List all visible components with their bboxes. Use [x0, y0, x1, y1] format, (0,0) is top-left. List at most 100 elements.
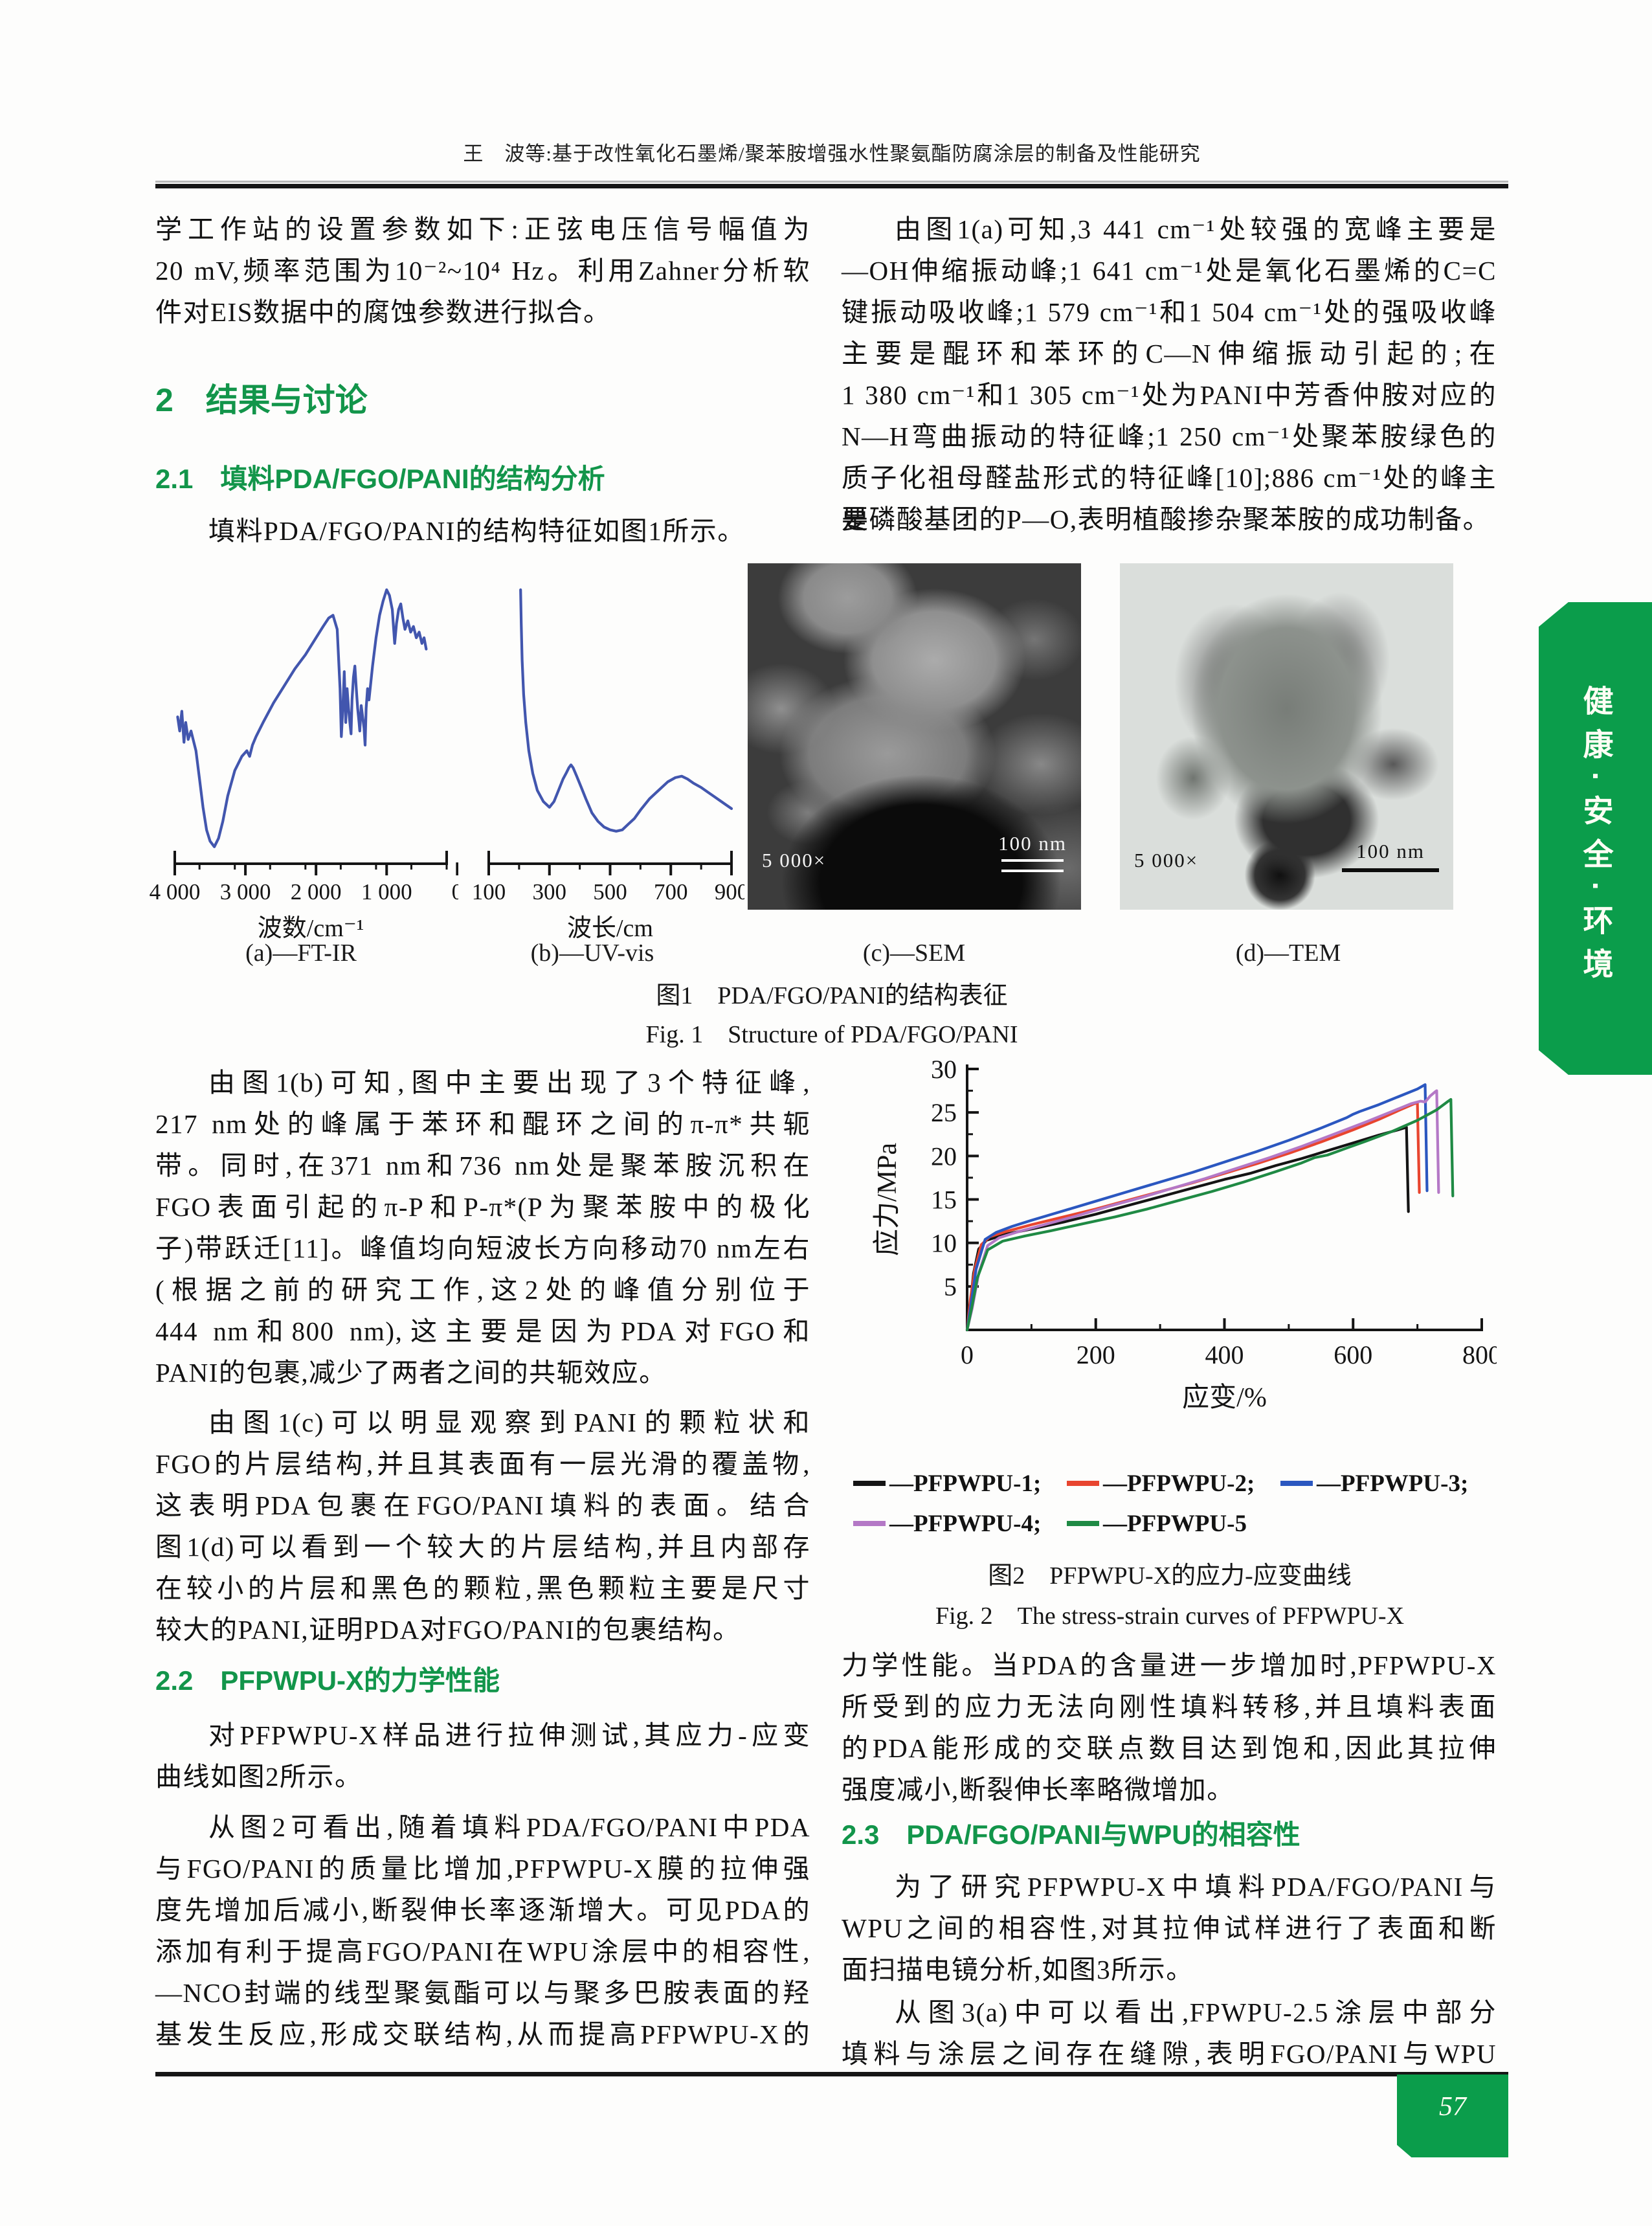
svg-text:10: 10 [931, 1229, 957, 1258]
body-line: 件对EIS数据中的腐蚀参数进行拟合。 [155, 297, 611, 327]
svg-text:100: 100 [472, 879, 506, 905]
svg-text:900: 900 [715, 879, 744, 905]
body-line: 217 nm处的峰属于苯环和醌环之间的π-π*共轭 [155, 1109, 810, 1139]
section-heading-2-1: 2.1 填料PDA/FGO/PANI的结构分析 [155, 464, 605, 494]
body-line: WPU之间的相容性,对其拉伸试样进行了表面和断 [842, 1913, 1497, 1943]
body-line: 添加有利于提高FGO/PANI在WPU涂层中的相容性, [155, 1937, 810, 1966]
svg-text:800: 800 [1462, 1340, 1497, 1369]
svg-text:600: 600 [1334, 1340, 1372, 1369]
body-line: 在较小的片层和黑色的颗粒,黑色颗粒主要是尺寸 [155, 1573, 810, 1603]
svg-text:25: 25 [931, 1098, 957, 1127]
body-line: 从图3(a)中可以看出,FPWPU-2.5涂层中部分 [895, 1997, 1497, 2027]
body-line: 图1(d)可以看到一个较大的片层结构,并且内部存 [155, 1532, 810, 1562]
body-line: 由图1(b)可知,图中主要出现了3个特征峰, [208, 1068, 810, 1097]
svg-text:4 000: 4 000 [150, 879, 201, 905]
body-line: 质子化祖母醛盐形式的特征峰[10];886 cm⁻¹处的峰主要 [842, 463, 1497, 534]
body-line: 力学性能。当PDA的含量进一步增加时,PFPWPU-X [842, 1650, 1497, 1680]
section-heading-2-3: 2.3 PDA/FGO/PANI与WPU的相容性 [842, 1819, 1300, 1850]
svg-text:200: 200 [1077, 1340, 1115, 1369]
body-line: 带。同时,在371 nm和736 nm处是聚苯胺沉积在 [155, 1151, 810, 1180]
body-line: 面扫描电镜分析,如图3所示。 [842, 1955, 1194, 1984]
legend-item-pfpwpu-4: —PFPWPU-4; [853, 1509, 1041, 1538]
svg-text:300: 300 [533, 879, 567, 905]
body-line: 强度减小,断裂伸长率略微增加。 [842, 1775, 1234, 1804]
tem-scale-bar [1342, 868, 1439, 872]
legend-label: —PFPWPU-1; [889, 1470, 1042, 1497]
body-line: 与FGO/PANI的质量比增加,PFPWPU-X膜的拉伸强 [155, 1854, 810, 1883]
svg-text:3 000: 3 000 [220, 879, 271, 905]
tem-scale-text: 100 nm [1356, 840, 1425, 862]
legend-item-pfpwpu-1: —PFPWPU-1; [853, 1468, 1041, 1498]
legend-label: —PFPWPU-3; [1317, 1470, 1469, 1497]
tem-micrograph: 5 000× 100 nm [1120, 563, 1453, 910]
section-heading-2-2: 2.2 PFPWPU-X的力学性能 [155, 1665, 500, 1696]
svg-text:2 000: 2 000 [291, 879, 342, 905]
ftir-chart: 4 000 3 000 2 000 1 000 0 波数/cm⁻¹ [150, 588, 458, 942]
body-line: 由图1(c)可以明显观察到PANI的颗粒状和 [208, 1408, 810, 1437]
legend-label: —PFPWPU-4; [889, 1510, 1042, 1537]
legend-label: —PFPWPU-2; [1103, 1470, 1255, 1497]
body-line: 曲线如图2所示。 [155, 1762, 363, 1792]
sem-scale-label: 100 nm [998, 832, 1067, 872]
body-line: 填料PDA/FGO/PANI的结构特征如图1所示。 [208, 516, 745, 546]
header-rule-light [155, 181, 1508, 183]
figure1d-label: (d)—TEM [1235, 939, 1341, 967]
figure1-caption-cn: 图1 PDA/FGO/PANI的结构表征 [656, 982, 1008, 1009]
body-line: —OH伸缩振动峰;1 641 cm⁻¹处是氧化石墨烯的C=C [842, 256, 1497, 286]
body-line: 的PDA能形成的交联点数目达到饱和,因此其拉伸 [842, 1733, 1497, 1763]
svg-text:应力/MPa: 应力/MPa [872, 1143, 902, 1256]
body-line: (根据之前的研究工作,这2处的峰值分别位于 [155, 1275, 810, 1305]
body-line: N—H弯曲振动的特征峰;1 250 cm⁻¹处聚苯胺绿色的 [842, 422, 1497, 451]
figure1c-label: (c)—SEM [862, 939, 966, 967]
svg-text:波数/cm⁻¹: 波数/cm⁻¹ [258, 915, 364, 942]
legend-swatch-green [1067, 1521, 1099, 1526]
body-line: 1 380 cm⁻¹和1 305 cm⁻¹处为PANI中芳香仲胺对应的 [842, 380, 1497, 410]
hse-side-banner: 健康·安全·环境 [1539, 602, 1652, 1075]
section-heading-2: 2 结果与讨论 [155, 382, 368, 418]
body-line: 这表明PDA包裹在FGO/PANI填料的表面。结合 [155, 1490, 810, 1520]
body-line: FGO表面引起的π-P和P-π*(P为聚苯胺中的极化 [155, 1192, 810, 1222]
figure1a-label: (a)—FT-IR [245, 939, 357, 967]
svg-text:400: 400 [1205, 1340, 1244, 1369]
hse-banner-text: 健康·安全·环境 [1578, 685, 1613, 992]
body-line: 是磷酸基团的P—O,表明植酸掺杂聚苯胺的成功制备。 [842, 504, 1491, 534]
svg-text:700: 700 [654, 879, 688, 905]
svg-text:30: 30 [931, 1055, 957, 1084]
body-line: 为了研究PFPWPU-X中填料PDA/FGO/PANI与 [895, 1872, 1497, 1902]
stress-strain-chart: 0 200 400 600 800 5 10 15 20 25 30 应变/% 应力/MPa [872, 1055, 1497, 1413]
legend-swatch-blue [1280, 1481, 1313, 1486]
sem-magnification-label: 5 000× [762, 849, 827, 871]
sem-micrograph: 5 000× 100 nm [748, 563, 1081, 910]
legend-item-pfpwpu-2: —PFPWPU-2; [1067, 1468, 1255, 1498]
figure1-caption-en: Fig. 1 Structure of PDA/FGO/PANI [645, 1021, 1018, 1048]
legend-label: —PFPWPU-5 [1103, 1510, 1247, 1537]
body-line: —NCO封端的线型聚氨酯可以与聚多巴胺表面的羟 [155, 1978, 810, 2008]
svg-text:15: 15 [931, 1186, 957, 1215]
figure2-caption-cn: 图2 PFPWPU-X的应力-应变曲线 [988, 1562, 1352, 1590]
body-line: 所受到的应力无法向刚性填料转移,并且填料表面 [842, 1692, 1497, 1722]
page-number-badge: 57 [1397, 2074, 1508, 2157]
svg-text:1 000: 1 000 [361, 879, 412, 905]
svg-text:0: 0 [452, 879, 458, 905]
svg-text:20: 20 [931, 1141, 957, 1171]
sem-scale-text: 100 nm [998, 832, 1067, 855]
page-number: 57 [1439, 2092, 1466, 2122]
uvvis-chart: 100 300 500 700 900 波长/cm [472, 588, 744, 942]
body-line: 444 nm和800 nm),这主要是因为PDA对FGO和 [155, 1316, 810, 1346]
body-line: 填料与涂层之间存在缝隙,表明FGO/PANI与WPU [842, 2039, 1497, 2069]
tem-magnification-label: 5 000× [1134, 849, 1199, 871]
figure2-caption-en: Fig. 2 The stress-strain curves of PFPWP… [935, 1602, 1405, 1630]
body-line: 较大的PANI,证明PDA对FGO/PANI的包裹结构。 [155, 1615, 741, 1645]
body-line: 键振动吸收峰;1 579 cm⁻¹和1 504 cm⁻¹处的强吸收峰 [842, 297, 1497, 327]
body-line: 主要是醌环和苯环的C—N伸缩振动引起的;在 [842, 339, 1497, 368]
running-head-title: 王 波等:基于改性氧化石墨烯/聚苯胺增强水性聚氨酯防腐涂层的制备及性能研究 [463, 142, 1201, 165]
body-line: 学工作站的设置参数如下:正弦电压信号幅值为 [155, 214, 810, 244]
sem-scale-bar [1001, 859, 1064, 872]
body-line: 子)带跃迁[11]。峰值均向短波长方向移动70 nm左右 [155, 1233, 810, 1263]
tem-scale-label: 100 nm [1342, 840, 1439, 872]
legend-swatch-red [1067, 1481, 1099, 1486]
svg-text:500: 500 [593, 879, 627, 905]
body-line: PANI的包裹,减少了两者之间的共轭效应。 [155, 1358, 667, 1388]
svg-text:波长/cm: 波长/cm [567, 915, 653, 942]
